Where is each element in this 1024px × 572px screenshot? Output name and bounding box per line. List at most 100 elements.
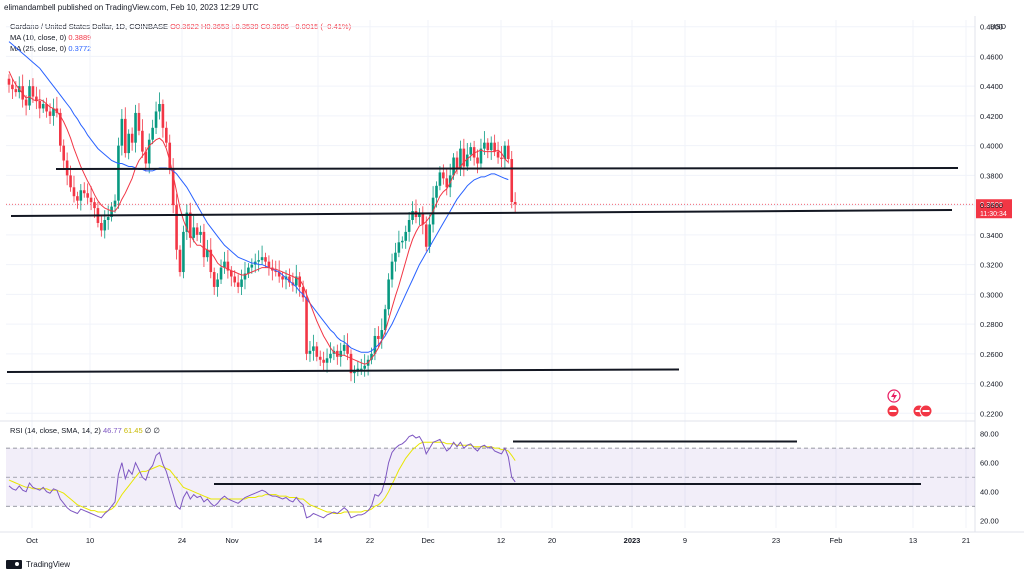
candle-up xyxy=(247,267,250,274)
candle-up xyxy=(353,371,356,374)
candle-up xyxy=(438,172,442,186)
currency-label: USD xyxy=(990,22,1006,31)
candle-up xyxy=(147,139,151,164)
candle-down xyxy=(230,270,233,277)
time-tick-label: Oct xyxy=(26,536,39,545)
candle-up xyxy=(339,350,343,357)
candle-down xyxy=(274,270,278,273)
candle-up xyxy=(41,104,45,109)
time-tick-label: 13 xyxy=(909,536,917,545)
candle-up xyxy=(79,190,83,201)
candle-up xyxy=(363,365,366,369)
candle-up xyxy=(390,261,394,280)
ma10-legend: MA (10, close, 0) 0.3889 xyxy=(10,33,91,42)
candle-up xyxy=(223,261,226,268)
candle-down xyxy=(137,112,141,131)
candle-up xyxy=(199,231,202,235)
candle-down xyxy=(86,193,89,198)
candle-down xyxy=(346,344,349,354)
price-tick-label: 0.4600 xyxy=(980,52,1003,61)
candle-up xyxy=(216,279,219,287)
resistance-line xyxy=(55,167,959,170)
candle-up xyxy=(257,260,260,262)
candle-down xyxy=(62,145,66,161)
candle-down xyxy=(171,167,175,206)
ma25-line xyxy=(8,41,509,353)
price-tick-label: 0.2600 xyxy=(980,350,1003,359)
candle-down xyxy=(349,353,353,374)
flag-stripe-icon xyxy=(915,410,923,412)
candle-up xyxy=(411,211,414,220)
candle-down xyxy=(510,159,514,203)
time-tick-label: 22 xyxy=(366,536,374,545)
candle-up xyxy=(192,227,195,238)
candle-up xyxy=(469,147,472,155)
candle-down xyxy=(165,127,168,143)
candle-up xyxy=(185,212,189,232)
candle-down xyxy=(24,99,28,106)
candle-down xyxy=(209,249,213,273)
candle-up xyxy=(134,112,137,143)
candle-up xyxy=(243,273,247,280)
candle-down xyxy=(69,175,72,188)
candle-down xyxy=(496,151,500,158)
time-tick-label: Nov xyxy=(225,536,239,545)
candle-up xyxy=(250,264,254,268)
candle-down xyxy=(424,224,428,247)
time-tick-label: 9 xyxy=(683,536,687,545)
candle-down xyxy=(281,276,284,280)
tradingview-brand: TradingView xyxy=(26,560,71,569)
candle-up xyxy=(120,118,124,146)
candle-down xyxy=(377,335,380,339)
ma25-legend: MA (25, close, 0) 0.3772 xyxy=(10,44,91,53)
price-tick-label: 0.2800 xyxy=(980,320,1003,329)
rsi-tick-label: 80.00 xyxy=(980,430,999,439)
candle-down xyxy=(267,261,271,268)
candle-up xyxy=(448,175,452,188)
ma10-line xyxy=(8,71,509,365)
last-price-tag xyxy=(976,199,1012,219)
candle-up xyxy=(503,145,507,160)
candle-down xyxy=(188,212,192,238)
candle-down xyxy=(48,111,52,116)
time-tick-label: 21 xyxy=(962,536,970,545)
candle-down xyxy=(195,227,199,235)
candle-down xyxy=(301,286,305,298)
candle-down xyxy=(315,346,319,357)
rsi-tick-label: 20.00 xyxy=(980,517,999,526)
candle-down xyxy=(123,118,127,154)
rsi-sma-value: 61.45 xyxy=(123,426,143,435)
candle-up xyxy=(103,220,107,231)
rsi-value: 46.77 xyxy=(102,426,122,435)
candle-up xyxy=(329,353,332,359)
price-tick-label: 0.4000 xyxy=(980,142,1003,151)
candle-down xyxy=(141,130,144,152)
candle-down xyxy=(130,133,134,143)
candle-down xyxy=(202,231,206,258)
candle-down xyxy=(11,84,14,90)
candle-up xyxy=(380,330,384,339)
candle-down xyxy=(35,96,38,102)
candle-up xyxy=(397,242,401,253)
price-tick-label: 0.3000 xyxy=(980,290,1003,299)
candle-down xyxy=(178,249,182,273)
candle-down xyxy=(493,142,496,152)
flag-stripe-icon xyxy=(922,410,930,412)
candle-down xyxy=(100,222,103,231)
price-tick-label: 0.4400 xyxy=(980,82,1003,91)
candle-up xyxy=(465,154,469,167)
candle-down xyxy=(93,202,96,209)
price-tick-label: 0.2200 xyxy=(980,409,1003,418)
candle-down xyxy=(55,108,59,113)
time-tick-label: Feb xyxy=(830,536,843,545)
candle-up xyxy=(110,206,113,218)
candle-up xyxy=(325,358,329,363)
ma10-value: 0.3889 xyxy=(68,33,92,42)
time-tick-label: 20 xyxy=(548,536,556,545)
candle-down xyxy=(455,157,459,168)
candle-up xyxy=(489,142,493,151)
candle-up xyxy=(206,249,209,258)
candle-down xyxy=(421,212,425,225)
candle-down xyxy=(226,261,230,271)
